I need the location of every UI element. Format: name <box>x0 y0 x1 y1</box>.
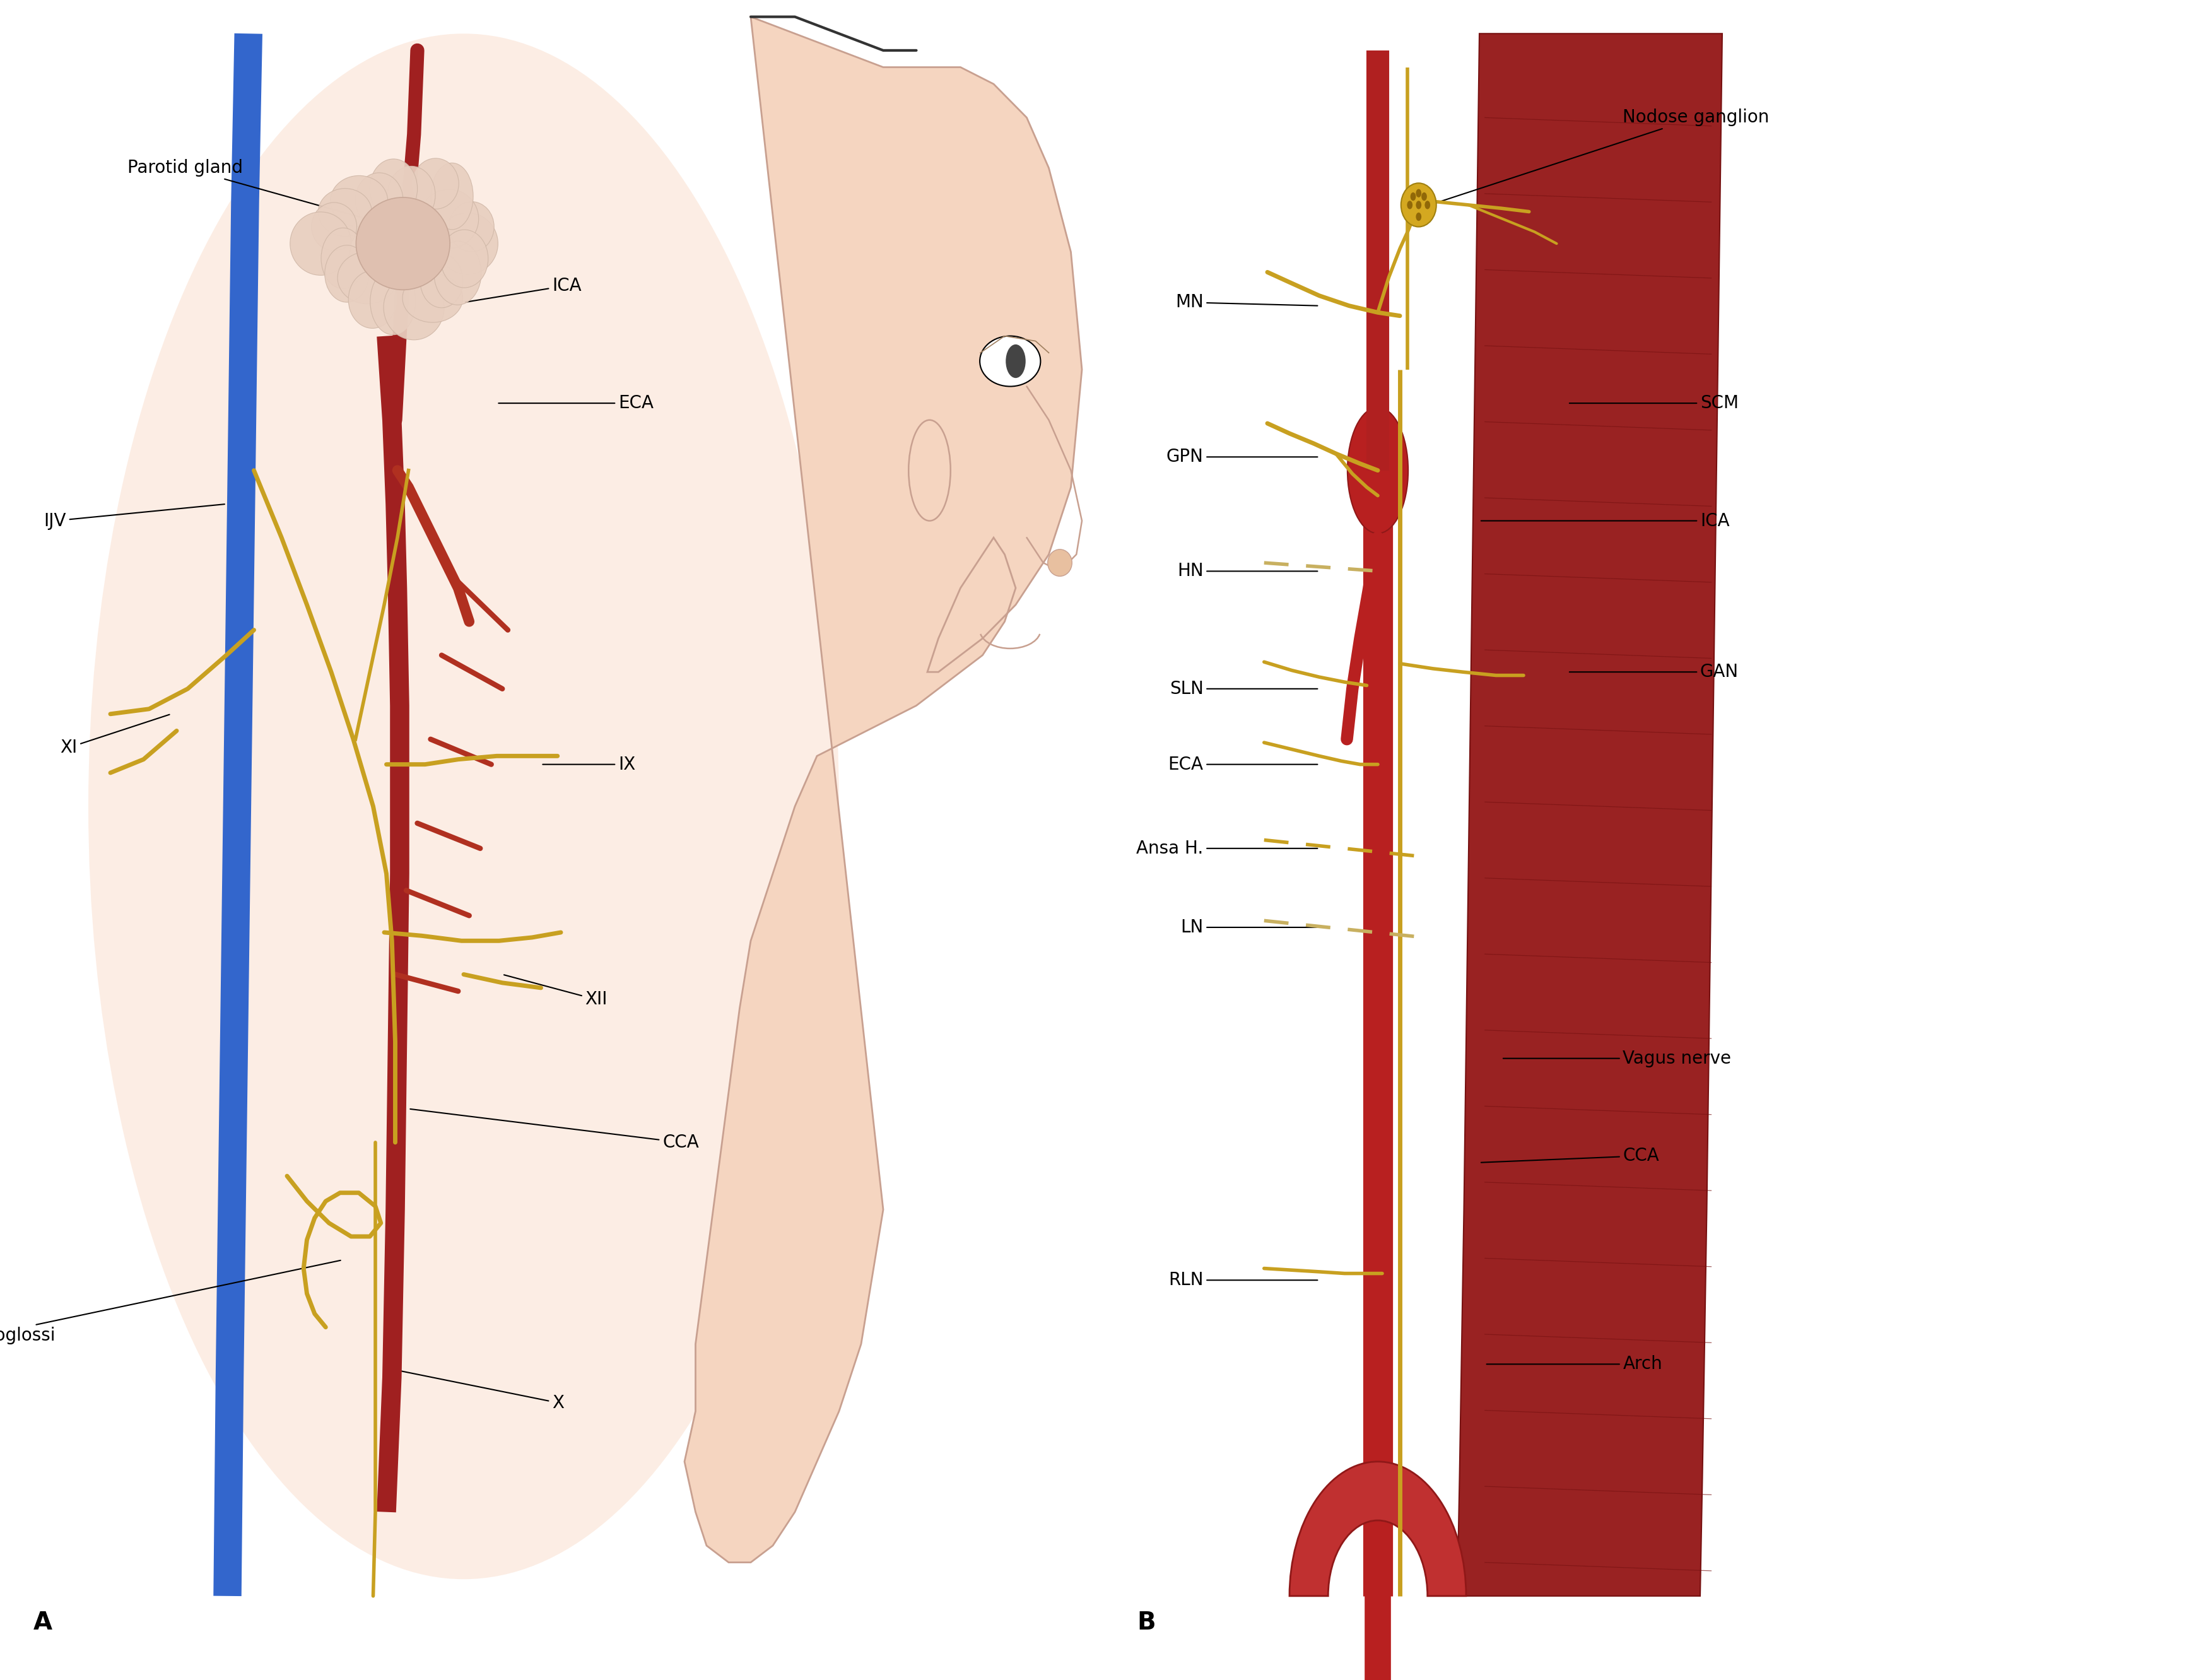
Text: SLN: SLN <box>1170 680 1318 697</box>
Ellipse shape <box>980 336 1040 386</box>
Ellipse shape <box>1422 193 1426 200</box>
Text: ICA: ICA <box>1482 512 1729 529</box>
Text: B: B <box>1137 1611 1155 1635</box>
Text: XII: XII <box>503 974 607 1008</box>
Text: ECA: ECA <box>1168 756 1318 773</box>
Ellipse shape <box>369 160 417 218</box>
Polygon shape <box>684 17 1082 1562</box>
Ellipse shape <box>1424 202 1431 208</box>
Ellipse shape <box>1402 183 1437 227</box>
Ellipse shape <box>289 212 351 276</box>
Text: MN: MN <box>1175 294 1318 311</box>
Text: Nodose ganglion: Nodose ganglion <box>1431 109 1769 205</box>
Ellipse shape <box>413 158 459 208</box>
Text: CCA: CCA <box>411 1109 698 1151</box>
Ellipse shape <box>420 254 464 307</box>
Ellipse shape <box>320 228 364 289</box>
Ellipse shape <box>1406 202 1413 208</box>
Ellipse shape <box>1415 213 1422 220</box>
Polygon shape <box>1457 34 1722 1596</box>
Ellipse shape <box>910 420 952 521</box>
Text: SCM: SCM <box>1570 395 1738 412</box>
Text: IX: IX <box>543 756 636 773</box>
Ellipse shape <box>386 166 435 223</box>
Ellipse shape <box>355 173 404 227</box>
Ellipse shape <box>349 270 397 328</box>
Ellipse shape <box>355 198 450 291</box>
Ellipse shape <box>1415 188 1422 197</box>
Ellipse shape <box>448 202 495 252</box>
Ellipse shape <box>435 242 481 304</box>
Ellipse shape <box>402 274 464 323</box>
Ellipse shape <box>1007 344 1025 378</box>
Ellipse shape <box>311 203 358 250</box>
Text: HN: HN <box>1177 563 1318 580</box>
Text: LN: LN <box>1181 919 1318 936</box>
Ellipse shape <box>318 188 371 237</box>
Text: Ansa H.: Ansa H. <box>1137 840 1318 857</box>
Text: IJV: IJV <box>44 504 225 529</box>
Text: XI: XI <box>60 714 170 756</box>
Text: Arch: Arch <box>1486 1356 1663 1373</box>
Text: RLN: RLN <box>1168 1272 1318 1289</box>
Ellipse shape <box>431 163 473 230</box>
Ellipse shape <box>420 190 479 249</box>
Text: GAN: GAN <box>1570 664 1738 680</box>
Text: Vagus nerve: Vagus nerve <box>1504 1050 1731 1067</box>
Ellipse shape <box>88 34 839 1579</box>
Text: CCA: CCA <box>1482 1147 1660 1164</box>
Ellipse shape <box>1049 549 1073 576</box>
Ellipse shape <box>1347 408 1409 534</box>
Text: A: A <box>33 1611 53 1635</box>
Ellipse shape <box>442 230 488 287</box>
Text: X: X <box>393 1369 563 1411</box>
Ellipse shape <box>1415 202 1422 208</box>
Ellipse shape <box>331 176 389 227</box>
Ellipse shape <box>338 252 397 304</box>
Text: ECA: ECA <box>499 395 654 412</box>
Ellipse shape <box>437 213 499 274</box>
Wedge shape <box>1289 1462 1466 1596</box>
Text: Parotid gland: Parotid gland <box>128 160 424 235</box>
Ellipse shape <box>325 245 369 302</box>
Ellipse shape <box>371 269 415 334</box>
Text: Ansa hypoglossi: Ansa hypoglossi <box>0 1260 340 1344</box>
Ellipse shape <box>1411 193 1415 200</box>
Text: GPN: GPN <box>1166 449 1318 465</box>
Ellipse shape <box>384 276 444 339</box>
Text: ICA: ICA <box>466 277 581 302</box>
